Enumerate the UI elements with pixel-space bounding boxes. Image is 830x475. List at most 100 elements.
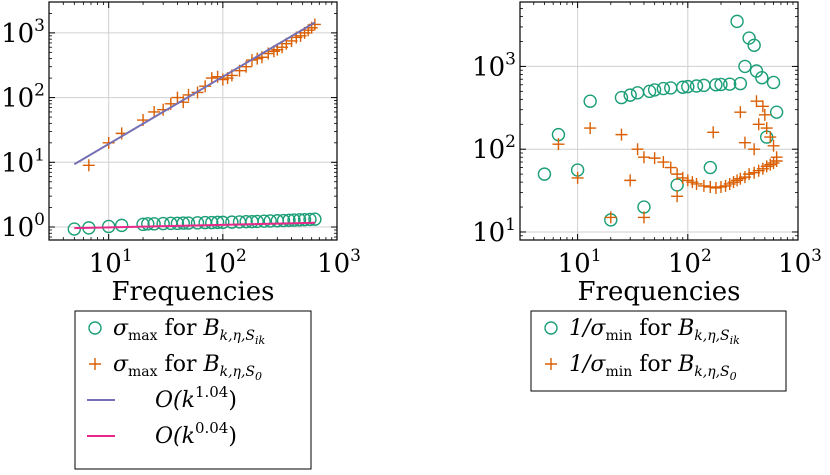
circle-point [287, 213, 301, 227]
legend-subscript: k,η,S [694, 328, 729, 344]
circle-point [583, 94, 597, 108]
circle-point [670, 178, 684, 192]
x-tick-label: 102 [203, 246, 247, 279]
plus-point [758, 108, 771, 121]
tick-exponent: 0 [34, 210, 45, 230]
y-tick-label: 101 [472, 215, 516, 248]
circle-point [176, 216, 190, 230]
legend-entry-1: 1/σmin for Bk,η,Sik [569, 316, 740, 347]
circle-point [647, 83, 662, 97]
plus-point [767, 139, 780, 152]
y-tick-label: 101 [1, 145, 45, 178]
legend-subsubscript: 0 [255, 370, 262, 383]
plus-point [648, 152, 661, 165]
circle-point [755, 71, 769, 85]
plus-point [760, 122, 773, 135]
legend-text: B [202, 352, 219, 377]
legend-text: ) [228, 424, 237, 449]
x-tick-label: 101 [558, 246, 602, 279]
circle-point [614, 90, 629, 105]
series-layer [67, 18, 322, 236]
legend-text: B [677, 316, 694, 341]
circle-point [656, 81, 671, 96]
plot-frame [48, 1, 338, 241]
tick-exponent: 1 [591, 246, 602, 266]
legend-plus-swatch [89, 358, 101, 370]
circle-point [282, 213, 296, 227]
tick-base: 10 [1, 84, 34, 114]
circle-point [276, 213, 291, 228]
tick-base: 10 [472, 135, 505, 165]
circle-point [263, 214, 277, 228]
circle-point [664, 81, 678, 95]
plus-point [752, 118, 765, 131]
legend-text: 1/σ [569, 352, 606, 377]
x-axis-label: Frequencies [578, 277, 741, 307]
tick-exponent: 1 [122, 246, 133, 266]
tick-base: 10 [668, 249, 701, 279]
circle-point [239, 214, 253, 229]
legend-subsubscript: ik [255, 334, 266, 347]
legend-text: ) [228, 388, 237, 413]
circle-point [292, 213, 307, 227]
legend-text: 1/σ [569, 316, 606, 341]
tick-base: 10 [1, 148, 34, 178]
circle-point [308, 212, 322, 226]
x-tick-label: 102 [668, 246, 712, 279]
circle-point [697, 78, 711, 93]
circle-point [216, 215, 230, 230]
circle-point [537, 167, 552, 181]
tick-exponent: 1 [34, 145, 45, 165]
tick-base: 10 [1, 213, 34, 243]
plus-point [676, 171, 689, 184]
plus-point [707, 126, 720, 139]
circle-point [147, 217, 161, 231]
circle-point [689, 79, 704, 93]
legend-text: for [632, 352, 678, 377]
legend-text: for [158, 316, 204, 341]
plus-point [624, 174, 637, 187]
legend-frame [74, 310, 312, 470]
tick-exponent: 2 [34, 81, 45, 101]
y-tick-label: 103 [472, 49, 516, 82]
circle-point [225, 215, 239, 229]
tick-exponent: 2 [236, 246, 247, 266]
legend-text: for [158, 352, 204, 377]
circle-point [742, 31, 756, 45]
circle-point [297, 212, 312, 227]
circle-point [190, 216, 205, 230]
legend-plus-swatch [545, 358, 557, 370]
tick-exponent: 3 [505, 49, 516, 69]
legend-text: σ [113, 352, 129, 377]
tick-base: 10 [778, 249, 811, 279]
x-tick-label: 103 [778, 246, 822, 279]
plus-point [571, 171, 584, 184]
plus-point [690, 177, 703, 190]
circle-point [67, 222, 82, 236]
legend-text: σ [113, 316, 129, 341]
legend-entry-4: O(k0.04) [155, 419, 237, 449]
x-axis-label: Frequencies [112, 277, 275, 307]
plus-point [604, 211, 617, 224]
circle-point [170, 216, 185, 231]
circle-point [205, 215, 219, 230]
y-tick-label: 102 [1, 81, 45, 114]
series-layer [537, 14, 784, 227]
tick-base: 10 [1, 19, 34, 49]
plus-point [764, 131, 777, 144]
circle-point [642, 84, 657, 99]
circle-point [709, 78, 723, 92]
plus-point [748, 143, 761, 156]
fit-line-0.04 [74, 221, 315, 230]
tick-base: 10 [203, 249, 236, 279]
circle-point [766, 75, 781, 90]
circle-point [637, 200, 651, 214]
circle-point [136, 217, 150, 232]
plus-point [697, 179, 710, 192]
x-tick-label: 101 [89, 246, 133, 279]
circle-point [630, 86, 645, 100]
legend-superscript: 1.04 [195, 383, 228, 401]
